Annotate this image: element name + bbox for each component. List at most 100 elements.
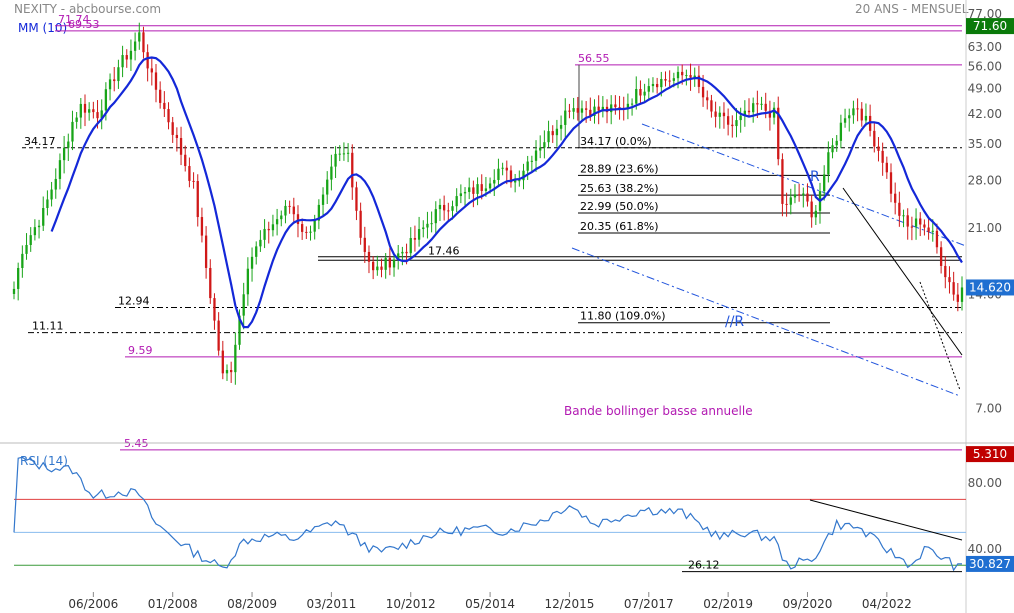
candle-body: [12, 288, 16, 294]
candle-body: [944, 265, 947, 278]
candle-body: [37, 225, 41, 228]
candle-body: [192, 180, 195, 182]
candle-body: [668, 80, 671, 82]
candle-body: [564, 110, 567, 125]
candle-body: [722, 112, 726, 117]
candle-body: [96, 112, 99, 119]
candle-body: [939, 247, 943, 266]
candle-body: [810, 201, 813, 218]
candle-body: [204, 235, 208, 268]
candle-body: [342, 153, 346, 155]
candle-body: [714, 111, 717, 117]
candle-body: [184, 154, 187, 167]
rsi-badge-label: 30.827: [969, 557, 1011, 571]
candle-body: [100, 110, 103, 119]
candle-body: [246, 268, 250, 295]
fib-label: 28.89 (23.6%): [580, 162, 659, 175]
candle-body: [62, 147, 66, 161]
candle-body: [839, 122, 843, 141]
candle-body: [739, 115, 742, 121]
candle-body: [960, 287, 964, 302]
candle-body: [873, 130, 876, 147]
candle-body: [509, 170, 513, 183]
price-tick-label: 35.00: [968, 137, 1002, 151]
candle-body: [689, 75, 692, 78]
candle-body: [346, 152, 350, 154]
candle-body: [551, 131, 554, 136]
candle-body: [589, 109, 592, 116]
candle-body: [706, 97, 709, 101]
candle-body: [831, 145, 834, 153]
candle-body: [104, 89, 108, 111]
candle-body: [935, 230, 939, 248]
level-label: 11.11: [32, 320, 64, 333]
candle-body: [864, 115, 868, 121]
price-badge: [966, 18, 1014, 35]
level-label: 34.17: [24, 135, 56, 148]
candle-body: [952, 282, 955, 295]
x-tick-label: 02/2019: [703, 597, 753, 611]
candle-body: [301, 224, 304, 232]
candle-body: [146, 52, 149, 69]
candle-body: [747, 110, 751, 113]
x-tick-label: 12/2015: [545, 597, 595, 611]
candle-body: [814, 210, 817, 218]
candle-body: [171, 122, 174, 135]
candle-body: [238, 315, 241, 345]
candle-body: [138, 32, 141, 42]
candle-body: [681, 71, 684, 76]
candle-body: [417, 229, 421, 240]
candle-body: [305, 231, 308, 233]
candle-body: [480, 184, 483, 191]
candle-body: [259, 239, 262, 247]
candle-body: [797, 194, 801, 196]
price-tick-label: 63.00: [968, 40, 1002, 54]
candle-body: [42, 208, 45, 226]
fib-label: 34.17 (0.0%): [580, 135, 652, 148]
candle-body: [163, 102, 166, 110]
candle-body: [25, 244, 28, 254]
candle-body: [789, 197, 792, 205]
candle-body: [221, 350, 224, 374]
candle-body: [67, 141, 70, 148]
candle-body: [463, 191, 467, 194]
label-bollinger: Bande bollinger basse annuelle: [564, 404, 753, 418]
candle-body: [835, 140, 838, 146]
rsi-trend-line: [809, 499, 963, 541]
ma-legend: MM (10): [18, 21, 68, 35]
candle-body: [309, 231, 312, 233]
candle-body: [58, 160, 62, 179]
candle-body: [438, 204, 442, 210]
candle-body: [234, 344, 237, 373]
candle-body: [113, 79, 116, 82]
candle-body: [760, 103, 763, 105]
candle-body: [693, 75, 696, 78]
candle-body: [351, 152, 354, 188]
price-badge-label: 5.310: [973, 447, 1007, 461]
candle-body: [572, 108, 575, 112]
moving-average: [50, 56, 963, 329]
x-tick-label: 05/2014: [465, 597, 515, 611]
candle-body: [948, 277, 951, 283]
candle-body: [726, 116, 730, 125]
candle-body: [159, 89, 162, 103]
candle-body: [242, 294, 245, 316]
candle-body: [914, 218, 918, 227]
candle-body: [213, 298, 216, 321]
candle-body: [635, 88, 638, 104]
x-tick-label: 08/2009: [227, 597, 277, 611]
candle-body: [363, 237, 366, 252]
candle-body: [735, 120, 738, 127]
candle-body: [931, 230, 934, 232]
candle-body: [334, 153, 337, 167]
level-label: 17.46: [428, 244, 460, 257]
candle-body: [877, 146, 880, 151]
x-tick-label: 06/2006: [68, 597, 118, 611]
price-annotations: 71.7469.5356.5534.1712.9411.119.595.4517…: [22, 13, 967, 451]
candle-body: [827, 152, 830, 175]
candle-body: [355, 187, 358, 211]
price-badge-label: 14.620: [969, 280, 1011, 294]
candle-body: [756, 103, 759, 105]
candle-body: [92, 109, 95, 113]
